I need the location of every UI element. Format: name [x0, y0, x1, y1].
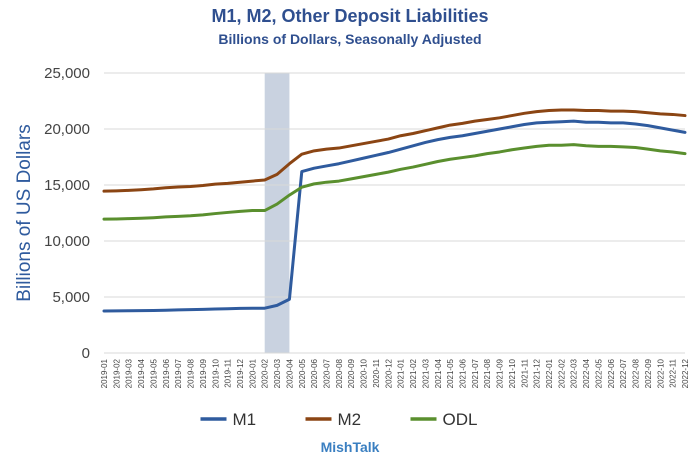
x-tick-label: 2020-10	[360, 358, 369, 388]
x-tick-label: 2022-09	[644, 358, 653, 388]
x-tick-label: 2019-03	[125, 358, 134, 388]
x-tick-label: 2021-04	[434, 358, 443, 388]
y-tick-label: 10,000	[44, 233, 90, 250]
x-tick-label: 2019-08	[187, 358, 196, 388]
legend-label: M2	[338, 410, 362, 429]
x-tick-label: 2019-12	[236, 358, 245, 388]
x-tick-label: 2020-05	[298, 358, 307, 388]
x-tick-label: 2022-06	[607, 358, 616, 388]
x-tick-label: 2021-11	[520, 358, 529, 387]
x-tick-label: 2019-06	[162, 358, 171, 388]
x-tick-label: 2019-05	[149, 358, 158, 388]
x-tick-label: 2019-10	[211, 358, 220, 388]
x-tick-label: 2020-06	[310, 358, 319, 388]
x-tick-label: 2019-04	[137, 358, 146, 388]
x-tick-label: 2020-09	[347, 358, 356, 388]
x-tick-label: 2022-03	[570, 358, 579, 388]
x-tick-label: 2021-12	[533, 358, 542, 388]
legend-item-odl: ODL	[410, 410, 478, 429]
legend-label: ODL	[443, 410, 478, 429]
x-tick-label: 2020-12	[384, 358, 393, 388]
source-label: MishTalk	[321, 439, 380, 455]
x-tick-label: 2021-07	[471, 358, 480, 388]
y-tick-label: 0	[82, 345, 90, 362]
y-axis-label: Billions of US Dollars	[14, 124, 35, 301]
x-tick-label: 2019-02	[112, 358, 121, 388]
y-tick-label: 25,000	[44, 65, 90, 82]
y-tick-label: 5,000	[52, 289, 90, 306]
x-tick-label: 2021-05	[446, 358, 455, 388]
x-tick-label: 2022-02	[557, 358, 566, 388]
x-tick-label: 2021-03	[421, 358, 430, 388]
legend-item-m1: M1	[200, 410, 257, 429]
x-tick-label: 2022-10	[656, 358, 665, 388]
x-tick-label: 2019-09	[199, 358, 208, 388]
chart-title: M1, M2, Other Deposit Liabilities	[211, 6, 488, 26]
x-tick-label: 2020-04	[285, 358, 294, 388]
x-tick-label: 2021-06	[458, 358, 467, 388]
x-tick-label: 2020-01	[248, 358, 257, 388]
y-tick-label: 20,000	[44, 121, 90, 138]
x-tick-label: 2021-09	[496, 358, 505, 388]
x-tick-label: 2021-01	[397, 358, 406, 388]
x-tick-label: 2022-12	[681, 358, 690, 388]
legend-item-m2: M2	[305, 410, 362, 429]
shaded-period	[264, 73, 290, 353]
x-tick-label: 2019-01	[100, 358, 109, 388]
chart-subtitle: Billions of Dollars, Seasonally Adjusted	[218, 31, 481, 47]
x-tick-label: 2022-11	[669, 358, 678, 387]
series-line-odl	[102, 143, 687, 221]
x-tick-label: 2020-08	[335, 358, 344, 388]
x-tick-label: 2022-05	[594, 358, 603, 388]
x-tick-label: 2019-11	[224, 358, 233, 387]
x-tick-label: 2021-10	[508, 358, 517, 388]
x-tick-label: 2020-11	[372, 358, 381, 387]
x-tick-label: 2019-07	[174, 358, 183, 388]
x-tick-label: 2022-08	[632, 358, 641, 388]
series-line-m2	[102, 108, 687, 193]
x-tick-label: 2020-02	[261, 358, 270, 388]
legend: M1 M2 ODL	[200, 410, 478, 429]
x-tick-label: 2020-07	[323, 358, 332, 388]
legend-label: M1	[233, 410, 257, 429]
x-tick-label: 2022-04	[582, 358, 591, 388]
x-tick-label: 2021-08	[483, 358, 492, 388]
x-tick-label: 2020-03	[273, 358, 282, 388]
x-tick-label: 2022-01	[545, 358, 554, 388]
x-tick-label: 2022-07	[619, 358, 628, 388]
series-line-m1	[102, 119, 687, 313]
x-tick-label: 2021-02	[409, 358, 418, 388]
y-tick-label: 15,000	[44, 177, 90, 194]
